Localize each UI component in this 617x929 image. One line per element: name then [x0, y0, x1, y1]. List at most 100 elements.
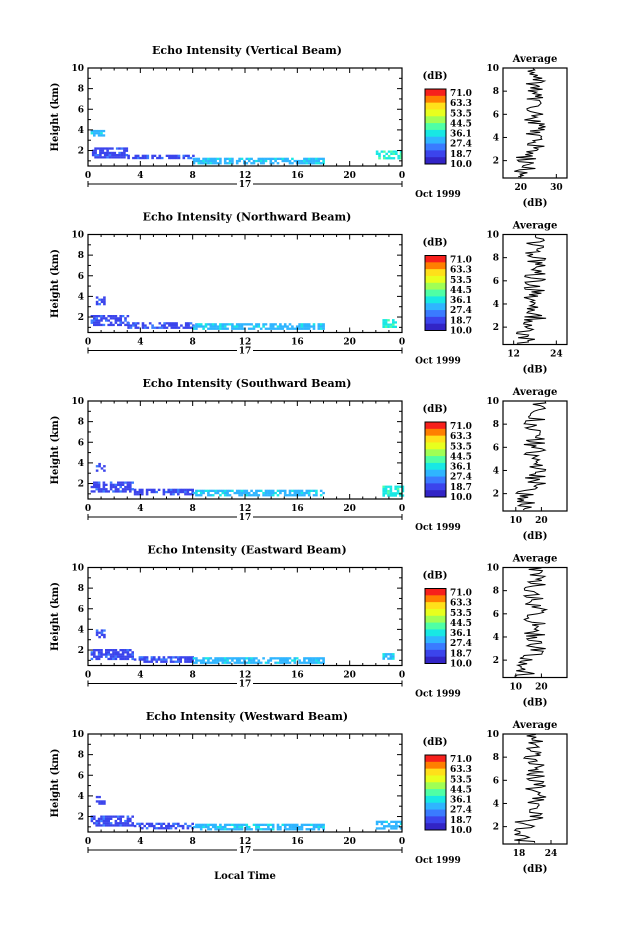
- echo-cell: [310, 659, 313, 662]
- colorbar-unit: (dB): [423, 571, 448, 582]
- echo-cell: [392, 494, 395, 497]
- echo-cell: [298, 327, 301, 330]
- echo-cell: [317, 828, 321, 831]
- echo-cell: [184, 488, 187, 491]
- echo-cell: [189, 326, 193, 329]
- echo-cell: [129, 326, 133, 329]
- echo-cell: [95, 315, 98, 318]
- echo-cell: [160, 324, 164, 327]
- echo-cell: [112, 815, 115, 818]
- echo-region: [90, 129, 106, 137]
- echo-cell: [307, 494, 311, 497]
- echo-cell: [300, 159, 304, 163]
- echo-cell: [177, 156, 181, 160]
- average-title: Average: [512, 554, 558, 565]
- echo-cell: [192, 661, 196, 664]
- echo-region: [382, 653, 395, 660]
- echo-cell: [123, 149, 126, 152]
- echo-cell: [197, 157, 201, 160]
- echo-cell: [99, 154, 102, 157]
- echo-cell: [119, 657, 122, 661]
- echo-cell: [163, 322, 166, 325]
- echo-cell: [255, 489, 258, 492]
- echo-cell: [310, 162, 313, 165]
- colorbar-level: 44.5: [450, 286, 472, 296]
- echo-cell: [107, 822, 110, 825]
- echo-cell: [378, 820, 381, 823]
- echo-cell: [223, 661, 227, 664]
- echo-cell: [233, 325, 237, 328]
- avg-y-tick-label: 6: [493, 610, 499, 620]
- echo-cell: [383, 157, 386, 160]
- echo-cell: [312, 325, 316, 328]
- colorbar-level: 53.5: [450, 276, 472, 286]
- echo-cell: [172, 326, 176, 329]
- colorbar-swatch: [425, 490, 446, 498]
- colorbar-swatch: [425, 109, 446, 117]
- y-axis-label: Height (km): [50, 249, 61, 318]
- echo-cell: [233, 657, 237, 660]
- echo-cell: [286, 657, 289, 660]
- echo-cell: [293, 491, 297, 495]
- x-tick-label: 16: [291, 171, 304, 181]
- echo-cell: [94, 149, 97, 152]
- echo-cell: [162, 827, 166, 830]
- echo-cell: [262, 657, 265, 660]
- echo-cell: [315, 661, 318, 664]
- echo-cell: [121, 824, 125, 827]
- echo-cell: [259, 489, 263, 492]
- echo-cell: [305, 323, 309, 326]
- echo-cell: [390, 150, 393, 153]
- y-tick-label: 10: [71, 730, 84, 740]
- echo-cell: [115, 154, 119, 157]
- echo-cell: [303, 491, 306, 495]
- echo-cell: [202, 657, 205, 660]
- echo-cell: [124, 317, 127, 320]
- echo-cell: [90, 319, 94, 322]
- colorbar-swatch: [425, 275, 446, 284]
- echo-cell: [207, 659, 210, 662]
- echo-cell: [209, 325, 213, 328]
- echo-cell: [127, 324, 130, 327]
- echo-cell: [107, 653, 110, 656]
- x-tick-label: 8: [190, 171, 196, 181]
- echo-cell: [111, 156, 114, 159]
- echo-cell: [153, 490, 156, 494]
- x-tick-label: 0: [85, 338, 91, 348]
- echo-cell: [207, 828, 210, 831]
- echo-cell: [107, 490, 110, 493]
- echo-cell: [199, 825, 203, 829]
- echo-cell: [112, 657, 115, 661]
- date-label: Oct 1999: [415, 690, 461, 700]
- panel-4: Echo Intensity (Westward Beam)Height (km…: [50, 710, 568, 875]
- echo-cell: [138, 490, 142, 494]
- avg-y-tick-label: 6: [493, 443, 499, 453]
- echo-cell: [235, 325, 239, 328]
- echo-cell: [195, 661, 198, 664]
- echo-cell: [109, 323, 113, 327]
- avg-y-tick-label: 6: [493, 776, 499, 786]
- avg-x-tick-label: 10: [510, 516, 523, 526]
- echo-cell: [106, 154, 109, 157]
- echo-cell: [322, 657, 325, 660]
- echo-cell: [103, 154, 107, 157]
- echo-cell: [387, 492, 390, 495]
- echo-cell: [384, 319, 388, 322]
- echo-cell: [184, 660, 187, 663]
- echo-cell: [174, 488, 178, 491]
- colorbar-level: 18.7: [450, 816, 472, 826]
- echo-cell: [322, 825, 325, 829]
- echo-cell: [95, 795, 99, 799]
- colorbar-swatch: [425, 449, 446, 457]
- echo-cell: [182, 154, 186, 157]
- echo-cell: [204, 159, 208, 163]
- echo-cell: [117, 824, 120, 827]
- echo-cell: [271, 323, 275, 326]
- echo-cell: [312, 823, 316, 826]
- echo-cell: [300, 325, 304, 328]
- echo-cell: [389, 490, 393, 493]
- echo-cell: [112, 323, 115, 327]
- echo-cell: [163, 324, 166, 327]
- echo-cell: [102, 481, 106, 484]
- echo-cell: [160, 658, 163, 661]
